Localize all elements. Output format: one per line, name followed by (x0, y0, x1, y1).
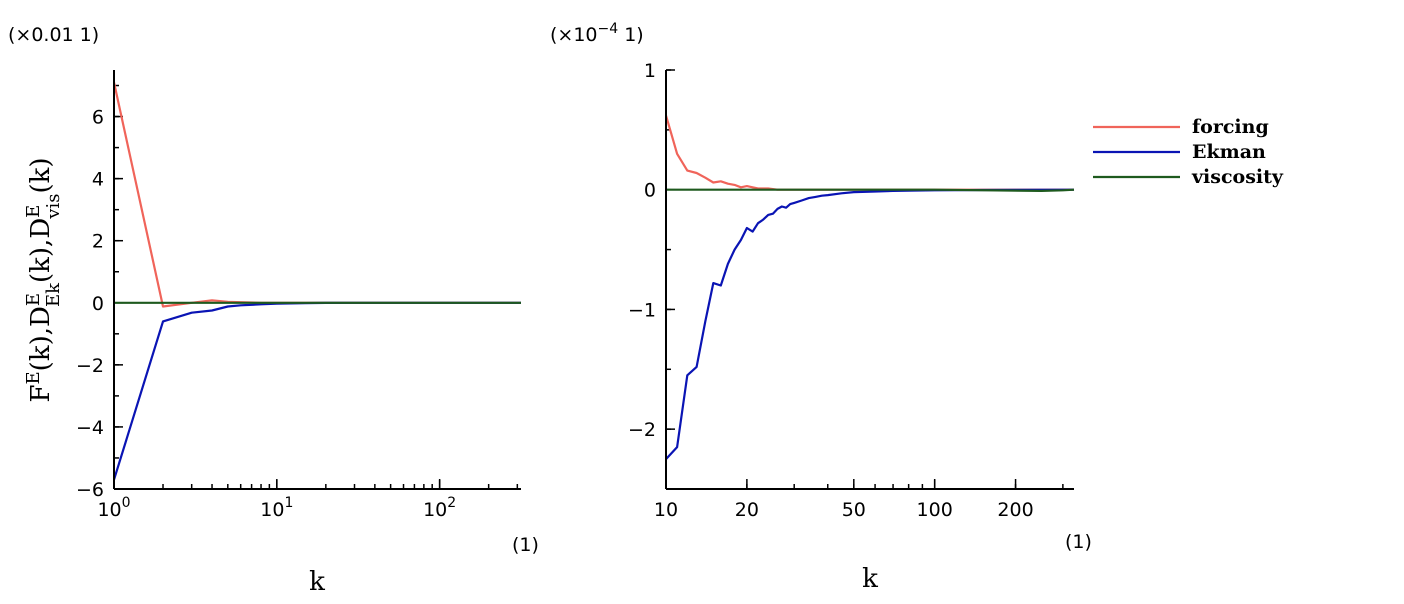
left-plot: (×0.01 1) FE(k),DEEk(k),DEvis(k) −6−4−20… (8, 24, 539, 597)
right-series-viscosity (666, 188, 1075, 192)
right-x-ticks: 10 20 50 100 200 (654, 479, 1064, 521)
right-x-axis-title: k (862, 564, 878, 594)
left-ylabel-sup-E3: E (23, 205, 44, 218)
right-y-tick-label: −2 (628, 419, 656, 441)
right-x-tick-label: 50 (842, 499, 866, 521)
right-multiplier-post: 1) (618, 24, 644, 46)
left-y-tick-label: 0 (92, 293, 104, 315)
right-multiplier-pre: (×10 (550, 24, 598, 46)
left-ylabel-part-end: (k) (26, 157, 56, 193)
legend-label-viscosity: viscosity (1191, 166, 1284, 188)
right-series-ekman (665, 188, 1075, 460)
left-y-ticks: −6 −4 −2 0 2 4 6 (76, 84, 123, 501)
left-y-tick-label: 4 (92, 169, 104, 191)
right-y-tick-label: 0 (644, 180, 656, 202)
right-y-multiplier-label: (×10−4 1) (550, 21, 644, 46)
legend: forcing Ekman viscosity (1093, 116, 1284, 188)
left-x-tick-label: 100 (97, 495, 130, 521)
left-ylabel-part-k1: (k),D (26, 306, 56, 371)
left-x-tick-label: 102 (423, 495, 456, 521)
left-series-forcing (112, 82, 521, 308)
left-series-ekman (112, 301, 521, 481)
right-y-ticks: −2 −1 0 1 (628, 60, 675, 490)
right-x-tick-label: 100 (917, 499, 953, 521)
left-series-group (112, 82, 521, 481)
left-ylabel-sub-vis: vis (43, 194, 64, 220)
svg-text:FE(k),DEEk(k),DEvis(k): FE(k),DEEk(k),DEvis(k) (23, 157, 64, 402)
left-y-tick-label: −6 (76, 479, 104, 501)
legend-label-forcing: forcing (1192, 116, 1269, 138)
left-y-tick-label: 6 (92, 107, 104, 129)
left-y-axis-title: FE(k),DEEk(k),DEvis(k) (23, 157, 64, 402)
right-y-tick-label: 1 (644, 60, 656, 82)
left-y-tick-label: −4 (76, 417, 104, 439)
left-x-ticks: 100 101 102 (97, 479, 519, 521)
left-ylabel-sup-E2: E (23, 293, 44, 306)
left-ylabel-sup-E1: E (23, 371, 44, 384)
right-plot: (×10−4 1) −2 −1 0 1 10 20 50 100 200 (1) k (550, 21, 1092, 594)
left-x-unit-label: (1) (512, 534, 539, 556)
right-multiplier-exp: −4 (598, 21, 619, 37)
right-x-tick-label: 200 (997, 499, 1033, 521)
left-y-tick-label: 2 (92, 231, 104, 253)
right-y-tick-label: −1 (628, 299, 656, 321)
left-ylabel-part-F: F (26, 384, 56, 402)
left-y-tick-label: −2 (76, 355, 104, 377)
right-x-unit-label: (1) (1065, 531, 1092, 553)
left-ylabel-part-k2: (k),D (26, 218, 56, 283)
left-ylabel-sub-Ek: Ek (43, 282, 64, 307)
left-x-axis-title: k (309, 567, 325, 597)
right-x-tick-label: 10 (654, 499, 678, 521)
legend-label-ekman: Ekman (1192, 141, 1266, 163)
right-x-tick-label: 20 (735, 499, 759, 521)
right-series-group (664, 115, 1075, 460)
right-series-forcing (664, 115, 1074, 191)
left-y-multiplier-label: (×0.01 1) (8, 24, 99, 46)
left-x-tick-label: 101 (260, 495, 293, 521)
